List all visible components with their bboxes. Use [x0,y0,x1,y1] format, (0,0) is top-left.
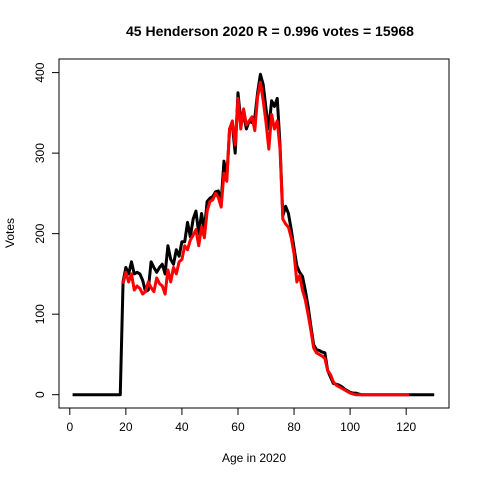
x-tick-label: 100 [340,420,360,434]
y-axis-label: Votes [3,218,17,248]
y-tick-label: 300 [33,143,47,163]
x-tick-label: 0 [66,420,73,434]
x-tick-label: 80 [287,420,301,434]
series-line-1 [121,80,409,397]
y-tick-label: 200 [33,223,47,243]
x-tick-label: 60 [231,420,245,434]
x-axis-label: Age in 2020 [222,451,286,465]
x-tick-label: 120 [396,420,416,434]
series-layer [72,72,435,397]
x-tick-label: 40 [175,420,189,434]
y-axis: 0 100 200 300 400 [33,62,60,398]
x-axis: 0 20 40 60 80 100 120 [66,407,417,434]
x-tick-label: 20 [119,420,133,434]
y-tick-label: 100 [33,304,47,324]
y-tick-label: 0 [33,391,47,398]
chart-title: 45 Henderson 2020 R = 0.996 votes = 1596… [126,23,414,39]
y-tick-label: 400 [33,62,47,82]
